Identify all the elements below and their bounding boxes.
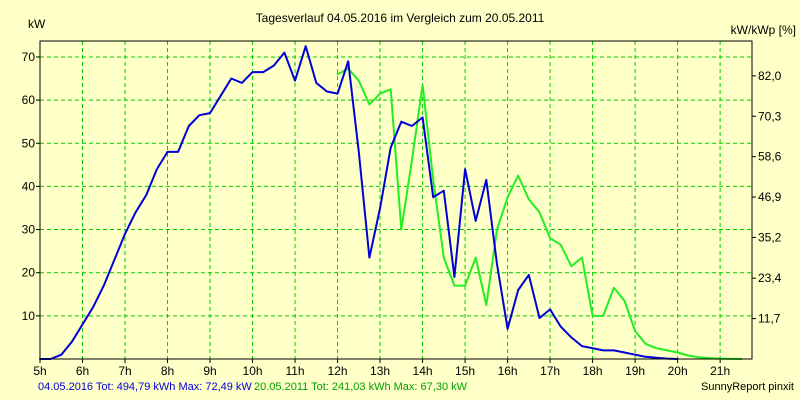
x-tick-label: 19h — [625, 364, 645, 378]
x-tick-label: 14h — [413, 364, 433, 378]
credit-text: SunnyReport pinxit — [701, 381, 794, 393]
y2-tick-label: 82,0 — [758, 69, 782, 83]
chart-title: Tagesverlauf 04.05.2016 im Vergleich zum… — [256, 11, 545, 25]
y2-tick-label: 11,7 — [758, 312, 781, 326]
legend-series-2016: 04.05.2016 Tot: 494,79 kWh Max: 72,49 kW — [38, 381, 252, 393]
x-tick-label: 21h — [710, 364, 730, 378]
x-tick-label: 20h — [668, 364, 688, 378]
x-tick-label: 9h — [203, 364, 216, 378]
x-tick-label: 11h — [285, 364, 304, 378]
y2-tick-label: 23,4 — [758, 271, 782, 285]
x-tick-label: 7h — [118, 364, 131, 378]
y2-axis-label: kW/kWp [%] — [731, 23, 796, 37]
series — [39, 45, 743, 360]
x-tick-label: 8h — [161, 364, 174, 378]
y-tick-label: 20 — [22, 266, 36, 280]
y-axis-label: kW — [28, 17, 46, 31]
series-line-20-05-2011 — [336, 67, 743, 360]
x-tick-label: 15h — [455, 364, 475, 378]
y-tick-label: 60 — [22, 93, 36, 107]
x-tick-label: 12h — [328, 364, 348, 378]
x-tick-label: 13h — [370, 364, 390, 378]
x-tick-label: 16h — [498, 364, 518, 378]
x-tick-label: 18h — [583, 364, 603, 378]
plot-frame — [39, 40, 753, 360]
y-tick-label: 10 — [22, 309, 36, 323]
y-tick-label: 70 — [22, 50, 36, 64]
y-tick-label: 40 — [22, 179, 36, 193]
legend-series-2011: 20.05.2011 Tot: 241,03 kWh Max: 67,30 kW — [254, 381, 467, 393]
y-tick-label: 50 — [22, 136, 36, 150]
y2-tick-label: 58,6 — [758, 150, 782, 164]
y-tick-label: 30 — [22, 223, 36, 237]
axis-ticks: 5h 6h 7h 8h 9h 10h 11h 12h 13h 14h 15h 16h 17h 18h 19h… — [22, 50, 782, 378]
series-line-04-05-2016 — [39, 45, 679, 360]
x-tick-label: 5h — [33, 364, 46, 378]
x-tick-label: 6h — [76, 364, 89, 378]
y2-tick-label: 35,2 — [758, 230, 782, 244]
x-tick-label: 17h — [540, 364, 560, 378]
y2-tick-label: 70,3 — [758, 109, 782, 123]
grid — [40, 41, 752, 359]
y2-tick-label: 46,9 — [758, 190, 782, 204]
x-tick-label: 10h — [243, 364, 263, 378]
